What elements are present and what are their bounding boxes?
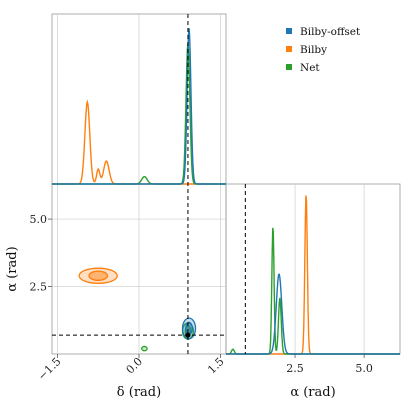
alpha-tick-label-left: 5.0	[30, 213, 48, 226]
alpha-marginal-line-net	[226, 227, 400, 355]
delta-axis-label: δ (rad)	[117, 385, 161, 400]
alpha-tick-label-bottom: 2.5	[286, 362, 304, 375]
series-layer	[52, 28, 400, 355]
legend-label-bilby: Bilby	[300, 44, 327, 56]
joint-contour-bilby	[78, 267, 118, 284]
joint-contour-bilby-offset	[185, 321, 193, 335]
alpha-tick-label-bottom: 5.0	[355, 362, 373, 375]
truth-lines	[52, 14, 246, 354]
alpha-marginal-line-bilby-offset	[226, 273, 400, 355]
alpha-marginal-line-bilby	[226, 195, 400, 355]
legend: Bilby-offset Bilby Net	[286, 26, 361, 74]
alpha-marginal-panel	[225, 183, 401, 355]
legend-swatch-bilby	[286, 46, 292, 52]
truth-point	[185, 332, 191, 338]
delta-tick-label: 0.0	[124, 355, 146, 377]
alpha-axis-label-left: α (rad)	[5, 246, 20, 291]
joint-contour-bilby-offset	[181, 317, 197, 340]
grid-lines	[52, 14, 365, 354]
alpha-axis-label-bottom: α (rad)	[290, 385, 335, 400]
legend-swatch-net	[286, 64, 292, 70]
legend-label-bilby-offset: Bilby-offset	[300, 26, 361, 38]
delta-marginal-line-bilby-offset	[52, 28, 226, 185]
joint-contour-bilby	[88, 270, 109, 281]
legend-label-net: Net	[300, 62, 320, 74]
joint-contour-net	[141, 345, 148, 352]
alpha-tick-label-left: 2.5	[30, 281, 48, 294]
delta-tick-label: −1.5	[35, 355, 63, 383]
legend-swatch-bilby-offset	[286, 28, 292, 34]
delta-tick-label: 1.5	[205, 355, 227, 377]
tick-labels: −1.5 0.0 1.5 2.5 2.5 5.0 5.0	[30, 213, 373, 383]
